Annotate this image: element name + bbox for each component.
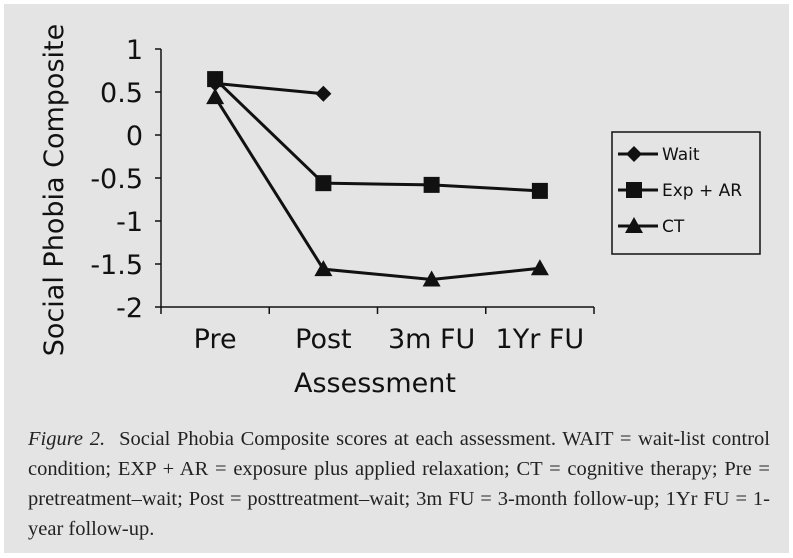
y-tick-label: -2 <box>116 293 143 324</box>
figure-caption: Figure 2. Social Phobia Composite scores … <box>28 424 770 544</box>
y-tick-label: 0.5 <box>100 78 143 109</box>
caption-label: Figure 2. <box>28 428 106 450</box>
legend-marker-diamond <box>626 146 642 162</box>
legend-label: Exp + AR <box>662 181 742 201</box>
x-axis-ticks: Pre Post 3m FU 1Yr FU <box>160 307 595 355</box>
data-point-triangle <box>314 260 333 277</box>
chart-legend: Wait Exp + AR CT <box>611 131 761 255</box>
y-axis-ticks: 1 0.5 0 -0.5 -1 -1.5 -2 <box>90 35 161 324</box>
legend-label: Wait <box>662 145 700 165</box>
series-line <box>214 81 324 96</box>
x-tick-label: 1Yr FU <box>496 324 585 355</box>
chart-series <box>206 71 549 287</box>
data-point-square <box>315 175 332 192</box>
x-tick-label: 3m FU <box>388 324 475 355</box>
legend-marker-triangle <box>625 217 643 233</box>
data-point-diamond <box>315 85 332 102</box>
data-point-triangle <box>422 270 441 287</box>
y-tick-label: 0 <box>126 121 143 152</box>
series-line <box>214 78 540 193</box>
y-tick-label: -1.5 <box>90 250 143 281</box>
x-tick-label: Post <box>295 324 352 355</box>
y-tick-label: 1 <box>126 35 143 66</box>
line-chart: 1 0.5 0 -0.5 -1 -1.5 -2 Pre Post 3m FU 1Yr FU Soc… <box>39 24 761 399</box>
legend-box <box>611 131 761 255</box>
series-ct <box>206 88 549 287</box>
y-tick-label: -0.5 <box>90 164 143 195</box>
series-exp-ar <box>207 71 548 199</box>
data-point-square <box>423 176 440 193</box>
x-axis-title: Assessment <box>294 368 456 399</box>
data-point-square <box>531 182 548 199</box>
data-point-square <box>207 71 224 88</box>
series-line <box>213 96 541 281</box>
x-tick-label: Pre <box>194 324 237 355</box>
figure-panel: 1 0.5 0 -0.5 -1 -1.5 -2 Pre Post 3m FU 1Yr FU Soc… <box>4 4 789 553</box>
y-tick-label: -1 <box>116 207 143 238</box>
y-axis-title: Social Phobia Composite <box>39 24 70 356</box>
caption-text: Social Phobia Composite scores at each a… <box>28 428 770 540</box>
data-point-triangle <box>530 259 549 276</box>
legend-marker-square <box>626 182 642 198</box>
data-point-triangle <box>206 88 225 105</box>
legend-label: CT <box>662 217 685 237</box>
